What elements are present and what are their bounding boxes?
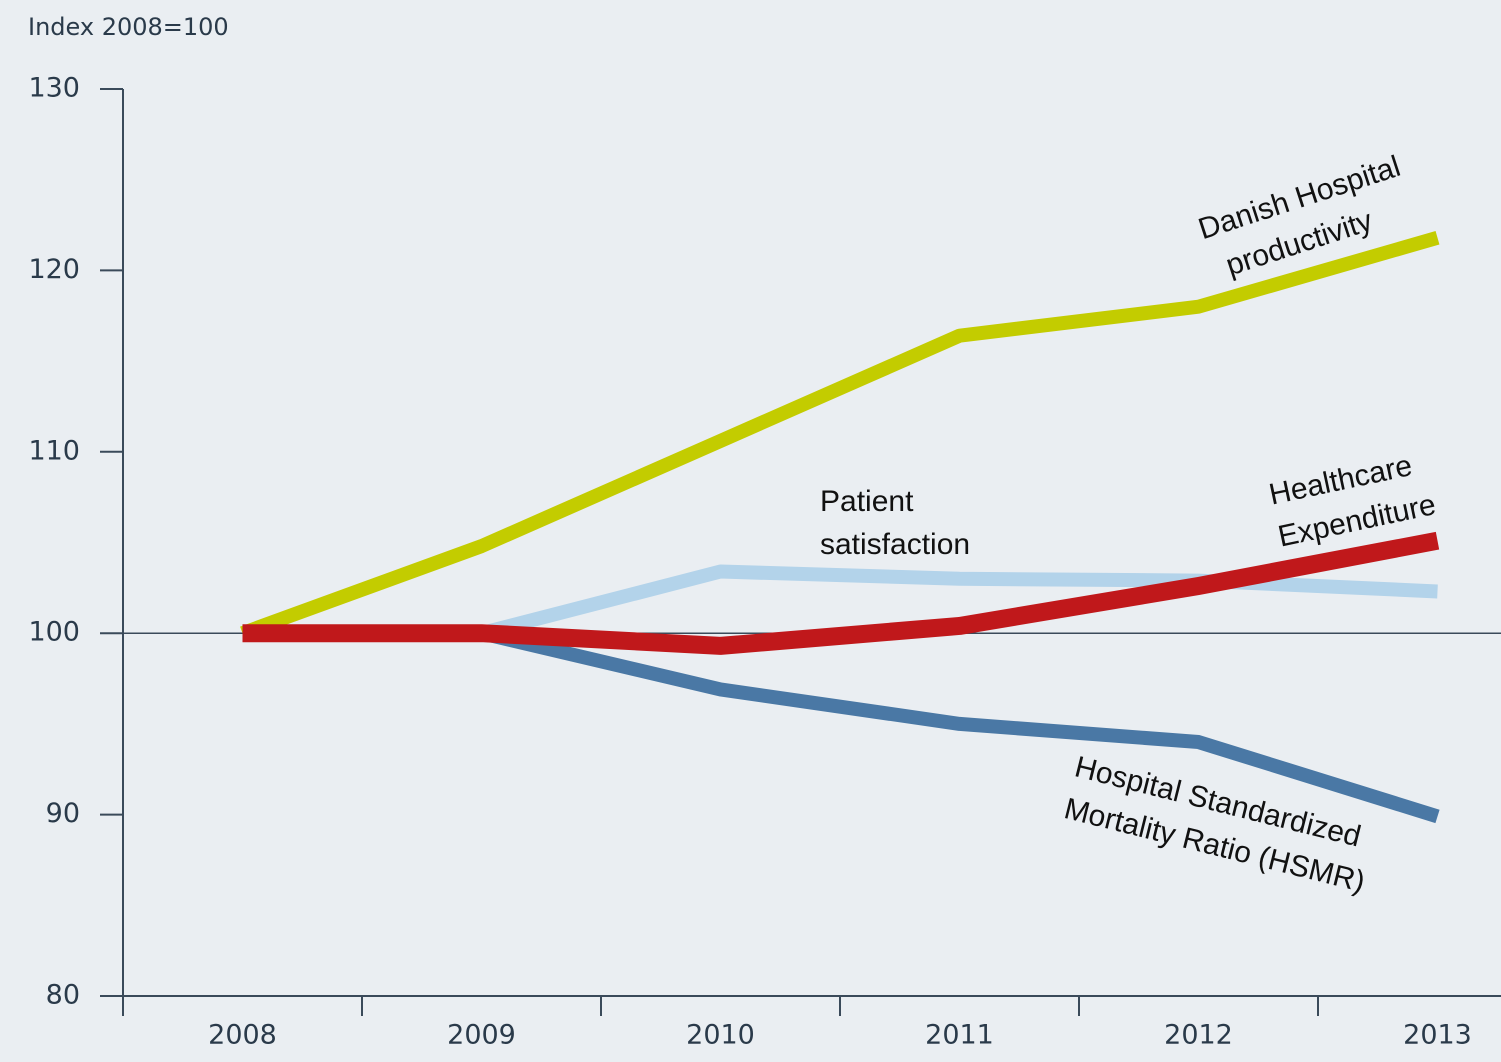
series-line <box>240 231 1440 640</box>
x-tick-label: 2009 <box>447 1020 516 1051</box>
y-tick-label: 80 <box>46 980 80 1011</box>
annotation: Patient satisfaction <box>820 485 970 561</box>
x-tick-label: 2013 <box>1403 1020 1472 1051</box>
annotation-line: satisfaction <box>820 528 970 561</box>
y-tick-label: 90 <box>46 798 80 829</box>
x-tick-label: 2008 <box>208 1020 277 1051</box>
y-tick-label: 100 <box>28 617 80 648</box>
x-tick-label: 2012 <box>1164 1020 1233 1051</box>
x-tick-label: 2010 <box>686 1020 755 1051</box>
y-tick-label: 130 <box>28 73 80 104</box>
axis-title: Index 2008=100 <box>28 13 229 41</box>
x-tick-label: 2011 <box>925 1020 994 1051</box>
y-tick-label: 120 <box>28 254 80 285</box>
y-tick-label: 110 <box>28 435 80 466</box>
series-line <box>242 531 1440 655</box>
annotation-line: Patient <box>820 485 914 518</box>
